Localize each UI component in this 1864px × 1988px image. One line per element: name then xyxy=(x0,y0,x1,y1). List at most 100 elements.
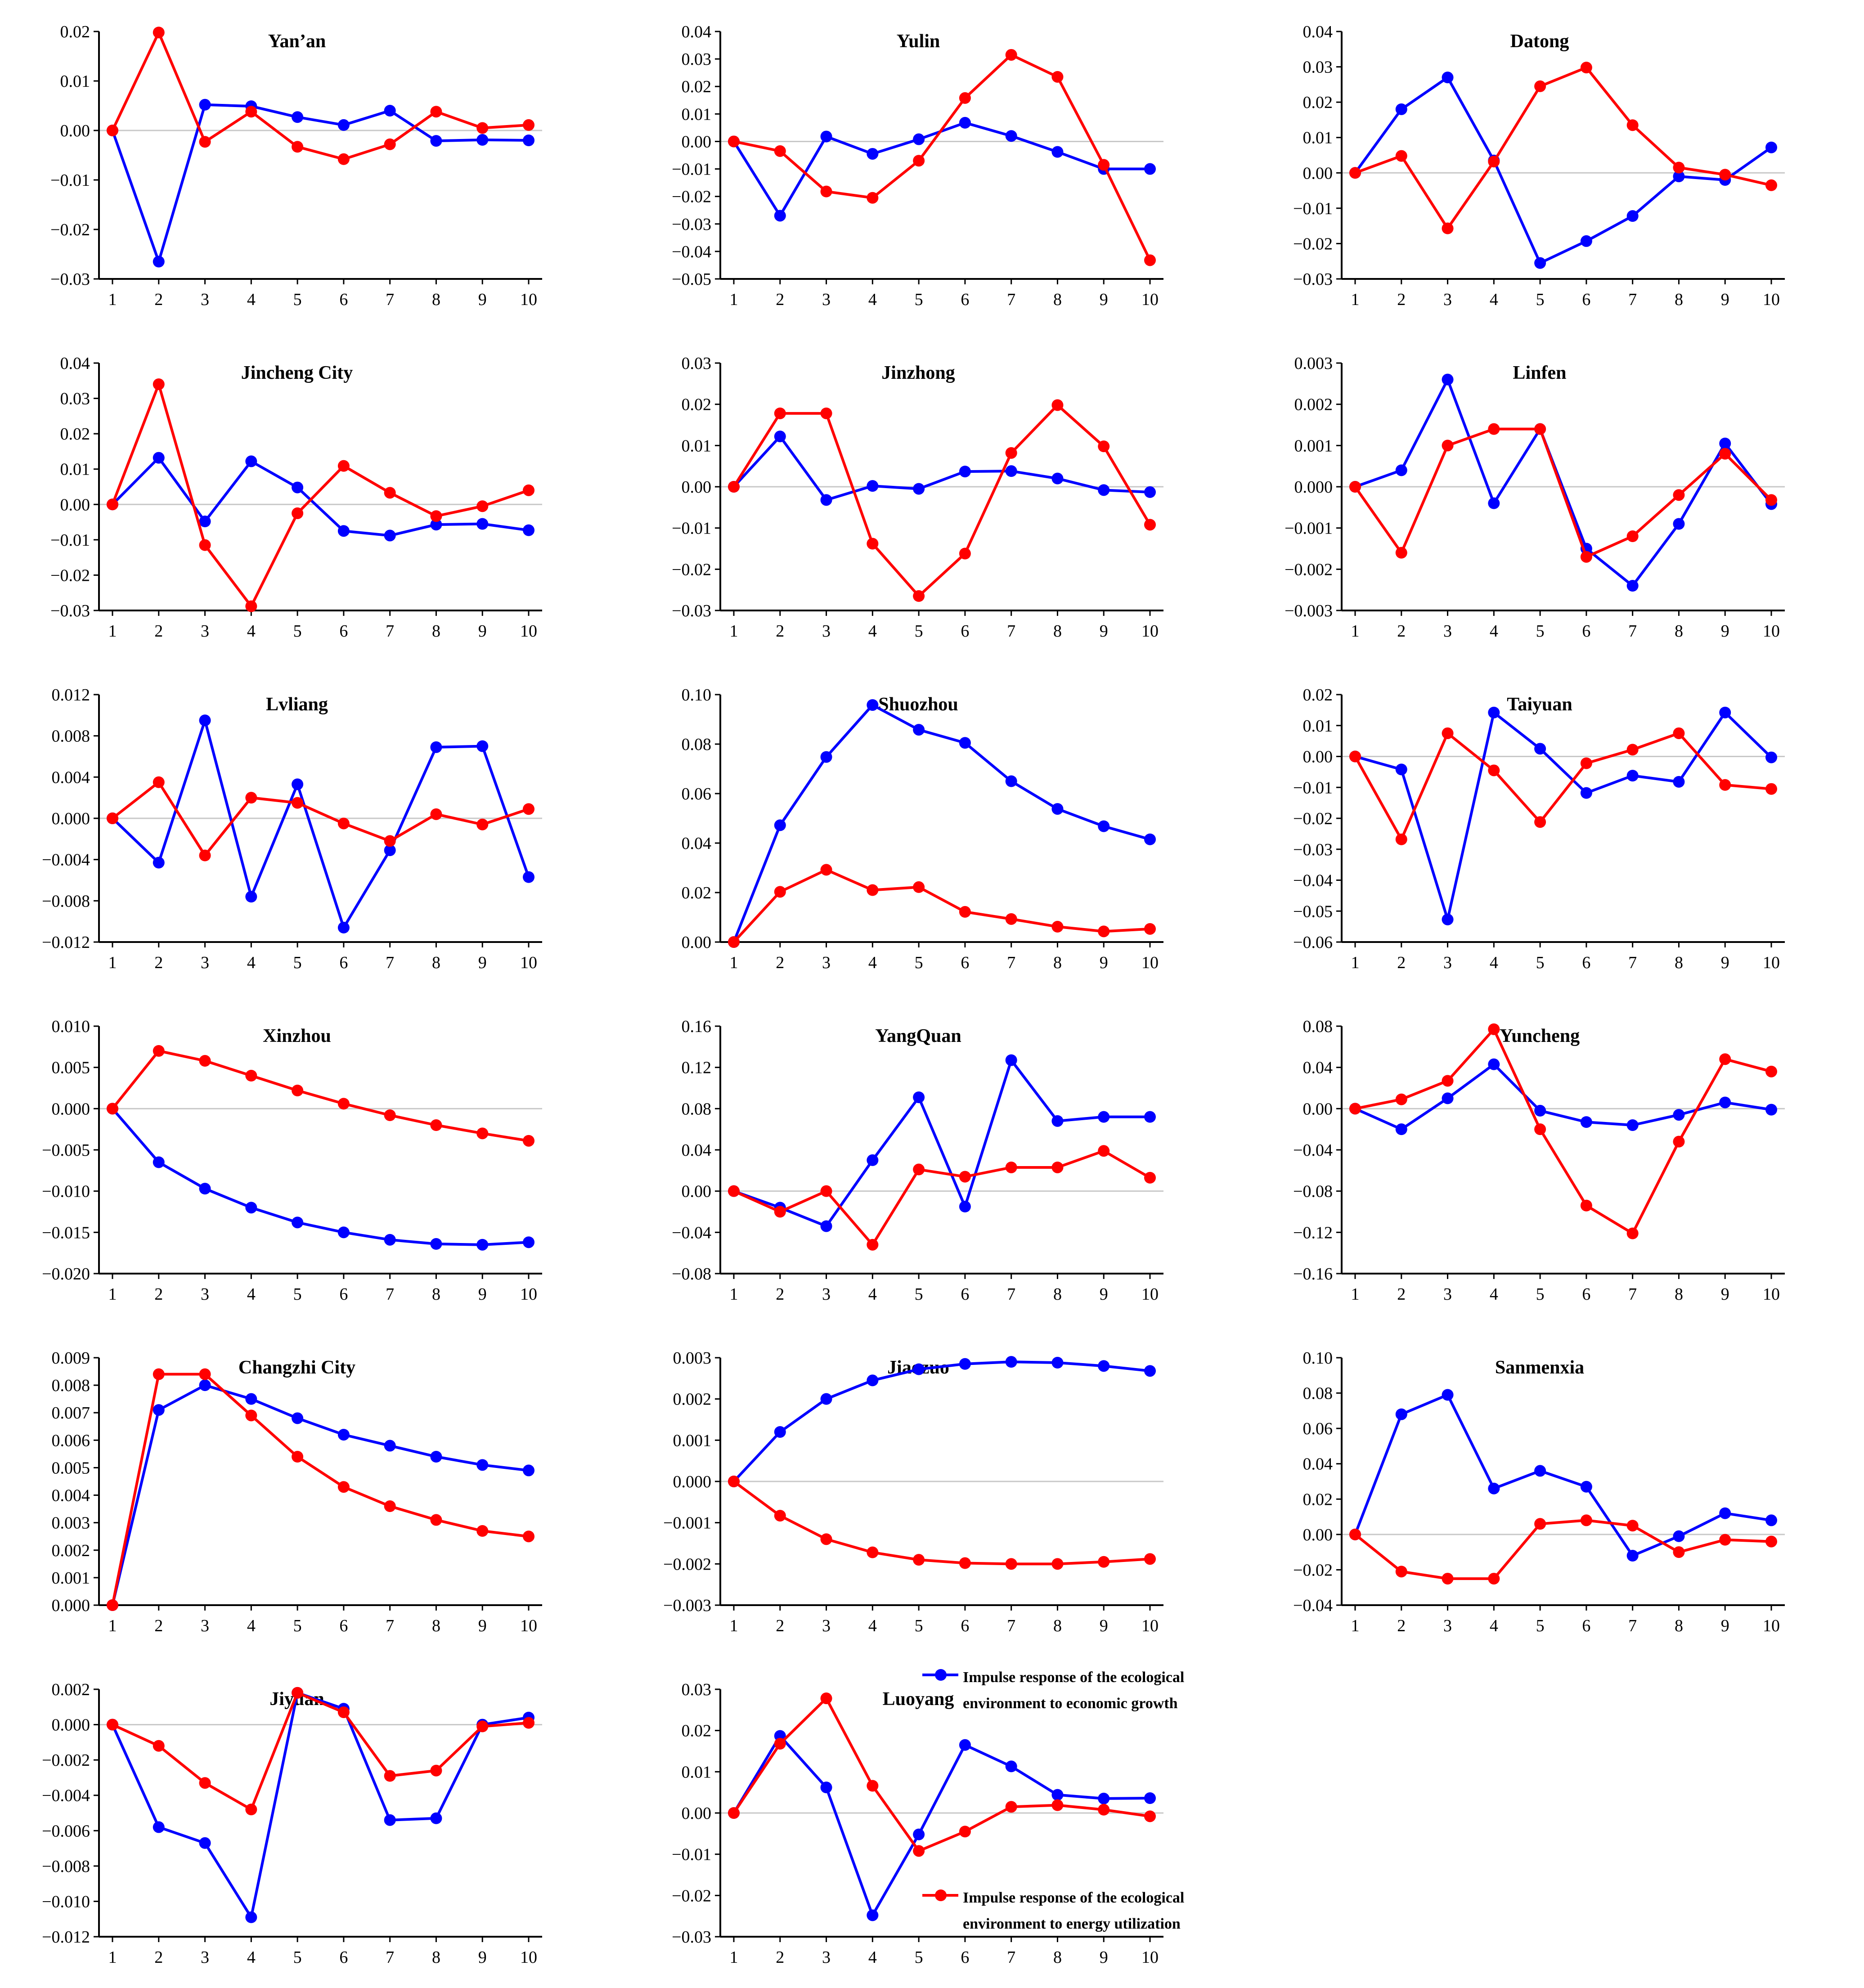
y-tick-label: −0.010 xyxy=(42,1892,90,1911)
data-point-economic xyxy=(820,751,832,763)
data-point-energy xyxy=(774,1206,786,1218)
x-tick-label: 7 xyxy=(386,1285,394,1304)
y-tick-label: 0.06 xyxy=(1303,1419,1333,1438)
chart-jiyuan: 0.002 0.000 −0.002 −0.004 −0.006 −0.008 −0.010… xyxy=(9,1662,594,1977)
data-point-energy xyxy=(728,135,740,148)
data-point-economic xyxy=(1719,706,1731,718)
x-tick-label: 5 xyxy=(293,622,302,641)
chart-title: Jincheng City xyxy=(241,363,353,383)
data-point-economic xyxy=(1765,1514,1777,1526)
x-tick-label: 3 xyxy=(1443,1285,1452,1304)
y-tick-label: −0.02 xyxy=(1293,234,1333,253)
y-tick-label: −0.04 xyxy=(1293,1596,1333,1615)
y-tick-label: 0.007 xyxy=(52,1404,90,1423)
y-tick-label: 0.01 xyxy=(682,1763,712,1782)
x-tick-label: 9 xyxy=(1721,1616,1729,1635)
x-tick-label: 7 xyxy=(1007,622,1015,641)
x-tick-label: 7 xyxy=(1007,290,1015,309)
chart-svg-datong: 0.04 0.03 0.02 0.01 0.00 −0.01 −0.02 −0.03 1 2 3 4 5… xyxy=(1293,22,1785,309)
x-tick-label: 4 xyxy=(1490,622,1498,641)
chart-title: Yulin xyxy=(897,31,940,52)
data-point-economic xyxy=(523,1236,534,1248)
series-line-economic xyxy=(111,1691,529,1919)
data-point-economic xyxy=(1144,486,1156,498)
chart-svg-yan-an: 0.02 0.01 0.00 −0.01 −0.02 −0.03 1 2 3 4 5 6 7 8 9 10 Ya… xyxy=(50,22,542,309)
data-point-economic xyxy=(867,1909,879,1921)
x-tick-label: 4 xyxy=(868,290,877,309)
x-tick-label: 8 xyxy=(432,290,440,309)
data-point-economic xyxy=(959,737,971,749)
y-tick-label: 0.02 xyxy=(1303,686,1333,705)
data-point-economic xyxy=(1765,751,1777,763)
y-tick-label: 0.00 xyxy=(60,121,90,140)
chart-svg-jinzhong: 0.03 0.02 0.01 0.00 −0.01 −0.02 −0.03 1 2 3 4 5 6 7 8 9… xyxy=(672,354,1163,641)
data-point-economic xyxy=(1534,257,1546,269)
series-line-economic xyxy=(111,719,530,929)
data-point-economic xyxy=(913,1363,925,1375)
x-tick-label: 5 xyxy=(915,1285,923,1304)
x-tick-label: 2 xyxy=(1397,953,1406,972)
series-line-energy xyxy=(733,1480,1150,1566)
chart-title: Linfen xyxy=(1513,363,1566,383)
data-point-economic xyxy=(1626,580,1639,592)
chart-svg-lvliang: 0.012 0.008 0.004 0.000 −0.004 −0.008 −0.012 1 2… xyxy=(42,686,542,972)
data-point-economic xyxy=(1098,1360,1110,1372)
x-tick-label: 2 xyxy=(776,1948,784,1967)
data-point-energy xyxy=(728,481,740,493)
data-point-energy xyxy=(292,797,304,809)
y-tick-label: 0.02 xyxy=(60,22,90,41)
y-tick-label: 0.004 xyxy=(52,768,90,787)
data-point-energy xyxy=(430,1764,442,1777)
y-tick-label: −0.01 xyxy=(1293,199,1333,218)
x-tick-label: 10 xyxy=(1141,953,1159,972)
x-tick-label: 9 xyxy=(1721,953,1729,972)
data-point-energy xyxy=(959,92,971,104)
data-point-economic xyxy=(245,891,257,903)
data-point-economic xyxy=(199,1379,211,1391)
data-point-energy xyxy=(867,1780,879,1792)
data-point-energy xyxy=(820,1533,832,1545)
y-tick-label: 0.16 xyxy=(682,1017,712,1036)
data-point-energy xyxy=(107,1599,118,1611)
y-tick-label: 0.04 xyxy=(1303,22,1333,41)
data-point-economic xyxy=(384,1234,396,1246)
x-tick-label: 1 xyxy=(730,622,738,641)
y-tick-label: −0.03 xyxy=(672,1928,711,1947)
y-tick-label: 0.002 xyxy=(52,1680,90,1699)
x-tick-label: 7 xyxy=(1628,953,1637,972)
data-point-energy xyxy=(292,1085,304,1096)
data-point-energy xyxy=(476,818,489,830)
x-tick-label: 2 xyxy=(154,622,163,641)
data-point-energy xyxy=(820,864,832,876)
chart-svg-yulin: 0.04 0.03 0.02 0.01 0.00 −0.01 −0.02 −0.03 −0.04… xyxy=(672,22,1163,309)
data-point-economic xyxy=(1673,776,1685,788)
data-point-energy xyxy=(245,1070,257,1082)
data-point-economic xyxy=(523,524,534,536)
series-line-energy xyxy=(1354,1519,1772,1580)
data-point-economic xyxy=(1626,770,1639,782)
y-tick-label: −0.04 xyxy=(672,1223,711,1242)
data-point-economic xyxy=(1098,820,1110,832)
series-line-economic xyxy=(111,1384,529,1606)
x-tick-label: 9 xyxy=(1721,1285,1729,1304)
data-point-economic xyxy=(1098,484,1110,496)
data-point-energy xyxy=(153,1740,165,1752)
data-point-energy xyxy=(1098,1804,1110,1816)
x-tick-label: 10 xyxy=(1141,622,1159,641)
data-point-economic xyxy=(1580,1481,1592,1493)
x-tick-label: 6 xyxy=(961,1285,969,1304)
data-point-energy xyxy=(1098,159,1110,171)
y-tick-label: 0.06 xyxy=(682,785,712,803)
x-tick-label: 7 xyxy=(1628,1616,1637,1635)
x-tick-label: 6 xyxy=(961,622,969,641)
data-point-economic xyxy=(867,480,879,492)
data-point-economic xyxy=(1051,1115,1064,1127)
x-tick-label: 10 xyxy=(520,1285,537,1304)
y-tick-label: 0.003 xyxy=(52,1514,90,1533)
data-point-energy xyxy=(476,1720,489,1732)
x-tick-label: 7 xyxy=(1007,1616,1015,1635)
data-point-energy xyxy=(913,155,925,167)
legend-label-economic: Impulse response of the ecological envir… xyxy=(963,1669,1185,1712)
data-point-economic xyxy=(867,1374,879,1387)
series-line-energy xyxy=(112,781,529,857)
